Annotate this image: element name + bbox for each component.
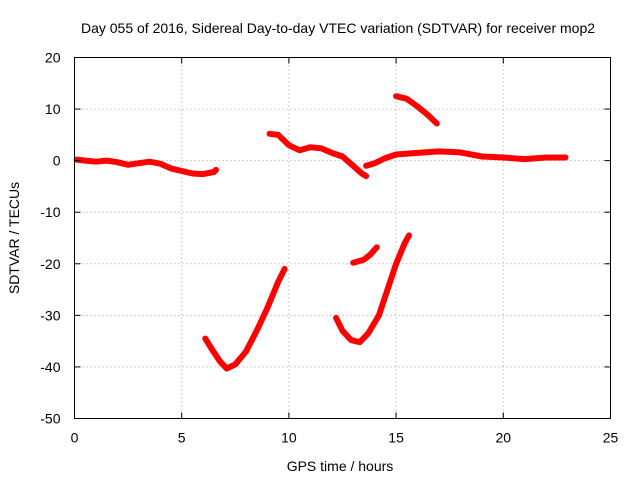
chart-title: Day 055 of 2016, Sidereal Day-to-day VTE… [81, 20, 595, 36]
y-tick-label: 20 [45, 50, 61, 66]
y-tick-label: -40 [40, 359, 60, 375]
x-tick-label: 15 [388, 430, 404, 446]
y-tick-label: -20 [40, 256, 60, 272]
x-tick-label: 10 [281, 430, 297, 446]
x-axis-title: GPS time / hours [287, 458, 394, 474]
x-tick-label: 5 [178, 430, 186, 446]
plot-frame [74, 57, 611, 419]
y-tick-label: -50 [40, 411, 60, 427]
y-tick-label: -10 [40, 204, 60, 220]
series-arc-2 [202, 265, 288, 372]
x-tick-label: 25 [603, 430, 619, 446]
x-tick-label: 20 [496, 430, 512, 446]
series-arc-7 [363, 148, 569, 169]
data-layer [73, 93, 569, 372]
x-tick-label: 0 [71, 430, 79, 446]
series-arc-6 [393, 93, 440, 127]
y-tick-label: 10 [45, 101, 61, 117]
y-tick-label: 0 [53, 153, 61, 169]
series-arc-5 [350, 244, 380, 266]
y-tick-label: -30 [40, 307, 60, 323]
y-axis-title: SDTVAR / TECUs [6, 182, 22, 294]
series-arc-4 [333, 232, 412, 346]
series-arc-3 [266, 130, 370, 180]
tick-layer [74, 57, 611, 419]
label-layer: 0 5 10 15 20 25 -50 -40 -30 -20 -10 0 10 20 [40, 50, 618, 446]
series-arc-1 [73, 156, 219, 178]
grid-layer [74, 57, 611, 419]
